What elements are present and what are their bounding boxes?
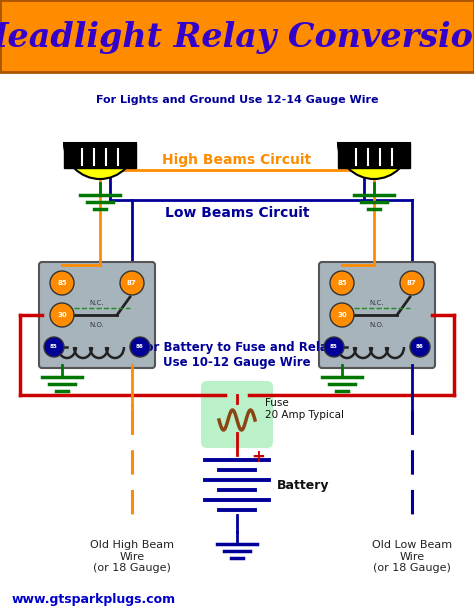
Circle shape xyxy=(330,303,354,327)
FancyBboxPatch shape xyxy=(0,0,474,72)
FancyBboxPatch shape xyxy=(39,262,155,368)
Text: +: + xyxy=(251,448,265,466)
Circle shape xyxy=(400,271,424,295)
Text: N.C.: N.C. xyxy=(90,300,104,306)
Text: For Lights and Ground Use 12-14 Gauge Wire: For Lights and Ground Use 12-14 Gauge Wi… xyxy=(96,95,378,105)
Text: Old Low Beam
Wire
(or 18 Gauge): Old Low Beam Wire (or 18 Gauge) xyxy=(372,540,452,573)
Text: High Beams Circuit: High Beams Circuit xyxy=(163,153,311,167)
Circle shape xyxy=(324,337,344,357)
Text: 87: 87 xyxy=(127,280,137,286)
Text: Low Beams Circuit: Low Beams Circuit xyxy=(165,206,309,220)
Text: 85: 85 xyxy=(330,345,338,349)
Text: www.gtsparkplugs.com: www.gtsparkplugs.com xyxy=(12,593,176,606)
Text: N.C.: N.C. xyxy=(370,300,384,306)
Text: 87: 87 xyxy=(407,280,417,286)
Text: For Battery to Fuse and Relay
Use 10-12 Gauge Wire: For Battery to Fuse and Relay Use 10-12 … xyxy=(138,341,336,369)
Circle shape xyxy=(50,303,74,327)
Circle shape xyxy=(410,337,430,357)
Text: Headlight Relay Conversion: Headlight Relay Conversion xyxy=(0,21,474,55)
Circle shape xyxy=(44,337,64,357)
Text: 30: 30 xyxy=(337,312,347,318)
Text: 86: 86 xyxy=(416,345,424,349)
Text: Old High Beam
Wire
(or 18 Gauge): Old High Beam Wire (or 18 Gauge) xyxy=(90,540,174,573)
Text: 85: 85 xyxy=(57,280,67,286)
FancyBboxPatch shape xyxy=(64,143,136,168)
Circle shape xyxy=(130,337,150,357)
FancyBboxPatch shape xyxy=(201,381,273,448)
Wedge shape xyxy=(338,143,410,179)
Text: N.O.: N.O. xyxy=(370,322,384,328)
Circle shape xyxy=(330,271,354,295)
Text: Battery: Battery xyxy=(277,479,329,492)
Text: 30: 30 xyxy=(57,312,67,318)
Text: 86: 86 xyxy=(136,345,144,349)
Text: Fuse
20 Amp Typical: Fuse 20 Amp Typical xyxy=(265,398,344,420)
Text: 85: 85 xyxy=(337,280,347,286)
Circle shape xyxy=(120,271,144,295)
Circle shape xyxy=(50,271,74,295)
FancyBboxPatch shape xyxy=(319,262,435,368)
Text: 85: 85 xyxy=(50,345,58,349)
FancyBboxPatch shape xyxy=(338,143,410,168)
Wedge shape xyxy=(64,143,136,179)
Text: N.O.: N.O. xyxy=(90,322,104,328)
